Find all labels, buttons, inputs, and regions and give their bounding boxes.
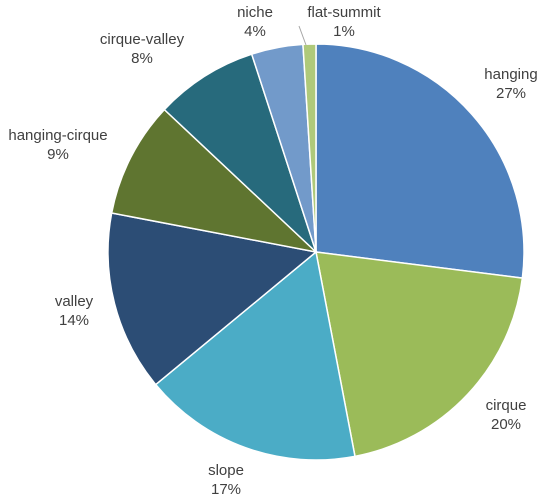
pie-slices xyxy=(107,43,525,461)
pie-slice-hanging xyxy=(315,43,525,279)
slice-label-value-valley: 14% xyxy=(59,312,89,329)
slice-label-value-flat-summit: 1% xyxy=(333,23,355,40)
slice-label-name-cirque-valley: cirque-valley xyxy=(100,31,185,48)
pie-slice-hanging-cirque xyxy=(110,108,319,254)
pie-slice-cirque-valley xyxy=(163,53,317,253)
slice-label-name-slope: slope xyxy=(208,462,244,479)
slice-label-name-hanging: hanging xyxy=(484,66,537,83)
pie-slice-flat-summit xyxy=(302,43,317,253)
slice-label-name-hanging-cirque: hanging-cirque xyxy=(8,127,107,144)
slice-label-value-hanging-cirque: 9% xyxy=(47,146,69,163)
slice-label-value-cirque-valley: 8% xyxy=(131,50,153,67)
slice-label-name-flat-summit: flat-summit xyxy=(307,4,381,21)
slice-label-value-hanging: 27% xyxy=(496,85,526,102)
slice-label-name-cirque: cirque xyxy=(486,397,527,414)
pie-slice-cirque xyxy=(315,251,524,458)
slice-label-value-cirque: 20% xyxy=(491,416,521,433)
slice-label-name-valley: valley xyxy=(55,293,94,310)
slice-labels: hanging 27% cirque 20% slope 17% valley 14% hang… xyxy=(8,4,537,498)
slice-label-value-niche: 4% xyxy=(244,23,266,40)
slice-label-value-slope: 17% xyxy=(211,481,241,498)
pie-slice-valley xyxy=(107,212,318,386)
leader-line-flat-summit xyxy=(298,25,307,46)
pie-slice-slope xyxy=(154,250,356,461)
leader-lines xyxy=(298,25,307,46)
slice-label-name-niche: niche xyxy=(237,4,273,21)
